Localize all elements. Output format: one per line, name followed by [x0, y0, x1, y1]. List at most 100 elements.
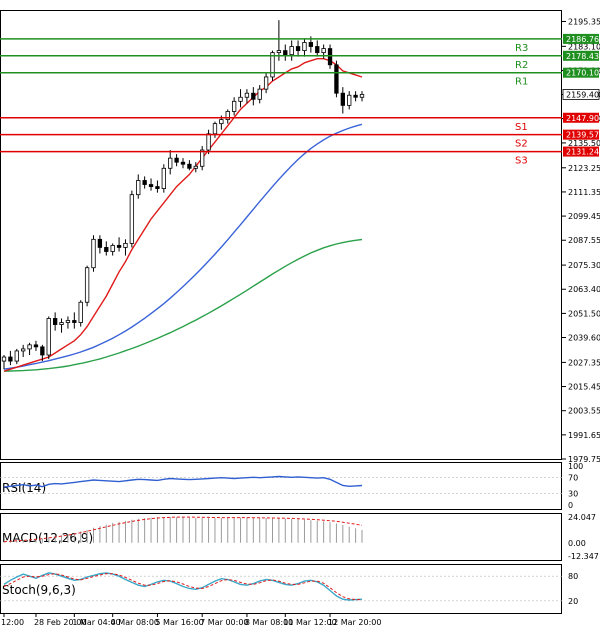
price-tick-label: 2087.55: [568, 236, 600, 245]
candle-body: [315, 46, 320, 54]
candle-body: [200, 149, 205, 167]
stoch-pane-frame: [0, 564, 562, 614]
candle-body: [187, 163, 192, 169]
time-tick-label: 5 Mar 16:00: [155, 618, 203, 627]
level-name-s1: S1: [515, 122, 528, 133]
candle-body: [212, 123, 218, 135]
candle-body: [270, 52, 275, 78]
candle-body: [251, 92, 256, 100]
stoch-tick-label: 80: [568, 572, 578, 581]
price-tick-label: 2027.35: [568, 358, 600, 367]
candle-body: [347, 94, 352, 106]
candle-body: [8, 356, 13, 362]
ma-slow-line: [3, 238, 363, 372]
candle-body: [72, 320, 77, 323]
candle-body: [84, 267, 90, 303]
price-tick-label: 2099.45: [568, 212, 600, 221]
candle-body: [65, 320, 71, 323]
price-tick-label: 2039.60: [568, 334, 600, 343]
candle-body: [33, 344, 39, 348]
time-tick-label: 4 Mar 08:00: [111, 618, 159, 627]
candle-body: [359, 94, 365, 98]
rsi-label: RSI(14): [2, 481, 46, 495]
candle-body: [123, 242, 128, 248]
candle-body: [1, 356, 7, 362]
price-tick-label: 1979.75: [568, 455, 600, 464]
candle-body: [136, 180, 141, 196]
time-tick-label: 1 Mar 04:00: [72, 618, 120, 627]
time-tick-label: 28 Feb 20:00: [34, 618, 86, 627]
price-tick-label: 2063.40: [568, 285, 600, 294]
rsi-tick-label: 70: [568, 474, 578, 483]
level-price-label: 2139.57: [566, 131, 599, 140]
stoch-label: Stoch(9,6,3): [2, 583, 76, 597]
candle-body: [334, 64, 339, 94]
price-pane-frame: [0, 10, 562, 460]
price-tick-label: 2015.45: [568, 383, 600, 392]
macd-tick-label: 24.047: [568, 513, 596, 522]
candle-body: [193, 165, 198, 169]
ma-mid-line: [3, 123, 363, 370]
candle-body: [97, 238, 103, 248]
candle-body: [289, 46, 294, 56]
candle-body: [78, 301, 83, 323]
level-price-box: [563, 50, 599, 61]
candle-body: [174, 157, 179, 163]
candle-body: [142, 180, 147, 185]
candle-body: [295, 46, 301, 51]
price-tick-label: 2183.10: [568, 42, 600, 51]
level-price-box: [563, 67, 599, 78]
candle-body: [283, 50, 288, 56]
candle-body: [231, 100, 237, 112]
candle-body: [161, 167, 166, 189]
time-axis: 12:00 28 Feb 20:001 Mar 04:004 Mar 08:005…: [1, 613, 381, 627]
stoch-d-line: [3, 573, 362, 601]
rsi-line: [3, 475, 363, 488]
level-name-s2: S2: [515, 139, 528, 150]
macd-signal-line: [3, 516, 363, 543]
level-name-r1: R1: [515, 77, 528, 88]
candle-body: [129, 194, 135, 244]
candle-body: [14, 350, 19, 362]
level-price-box: [563, 146, 599, 157]
rsi-pane-frame: [0, 462, 562, 510]
current-price-label: 2159.40: [566, 90, 599, 99]
candle-body: [110, 245, 115, 252]
rsi-tick-label: 0: [568, 501, 573, 510]
candle-body: [116, 245, 122, 248]
level-price-box: [563, 129, 599, 140]
rsi-tick-label: 30: [568, 489, 578, 498]
candle-body: [276, 50, 282, 54]
candle-body: [27, 344, 32, 350]
candle-body: [148, 184, 154, 187]
level-price-label: 2170.10: [566, 69, 599, 78]
candle-body: [206, 133, 211, 151]
level-price-label: 2178.43: [566, 52, 599, 61]
level-price-label: 2131.24: [566, 148, 599, 157]
level-price-label: 2147.90: [566, 114, 599, 123]
price-tick-label: 2075.30: [568, 261, 600, 270]
stoch-k-line: [3, 572, 363, 601]
candle-body: [59, 322, 64, 325]
candle-body: [353, 94, 358, 98]
stoch-tick-label: 20: [568, 597, 578, 606]
price-tick-label: 2123.25: [568, 164, 600, 173]
candle-body: [219, 119, 224, 125]
candle-body: [21, 348, 26, 352]
time-tick-label: 12:00: [1, 618, 24, 627]
level-price-box: [563, 33, 599, 44]
price-tick-label: 2003.55: [568, 407, 600, 416]
time-tick-label: 12 Mar 20:00: [328, 618, 381, 627]
ma-fast-line: [3, 58, 363, 372]
candle-body: [327, 48, 333, 66]
candle-body: [104, 247, 109, 252]
candle-body: [52, 318, 58, 325]
candle-body: [302, 42, 307, 51]
candle-body: [168, 157, 173, 169]
price-pane: 2195.352183.102171.202159.402147.502135.…: [0, 10, 600, 464]
candle-body: [321, 48, 326, 54]
level-name-r2: R2: [515, 60, 528, 71]
time-tick-label: 11 Mar 12:00: [283, 618, 336, 627]
